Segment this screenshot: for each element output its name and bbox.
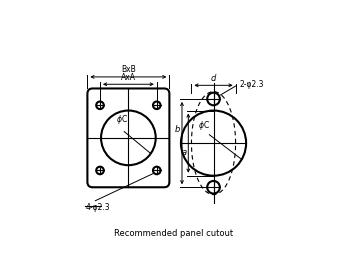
Text: Recommended panel cutout: Recommended panel cutout	[114, 229, 233, 238]
Text: b: b	[174, 125, 180, 134]
Text: d: d	[211, 74, 216, 83]
Text: $\phi$C: $\phi$C	[116, 113, 128, 126]
Text: $\phi$C: $\phi$C	[198, 118, 210, 132]
Text: a: a	[181, 149, 187, 158]
Text: AxA: AxA	[121, 73, 136, 82]
Text: BxB: BxB	[121, 65, 136, 74]
Text: 4-φ2.3: 4-φ2.3	[85, 203, 110, 212]
Text: 2-φ2.3: 2-φ2.3	[239, 80, 264, 89]
